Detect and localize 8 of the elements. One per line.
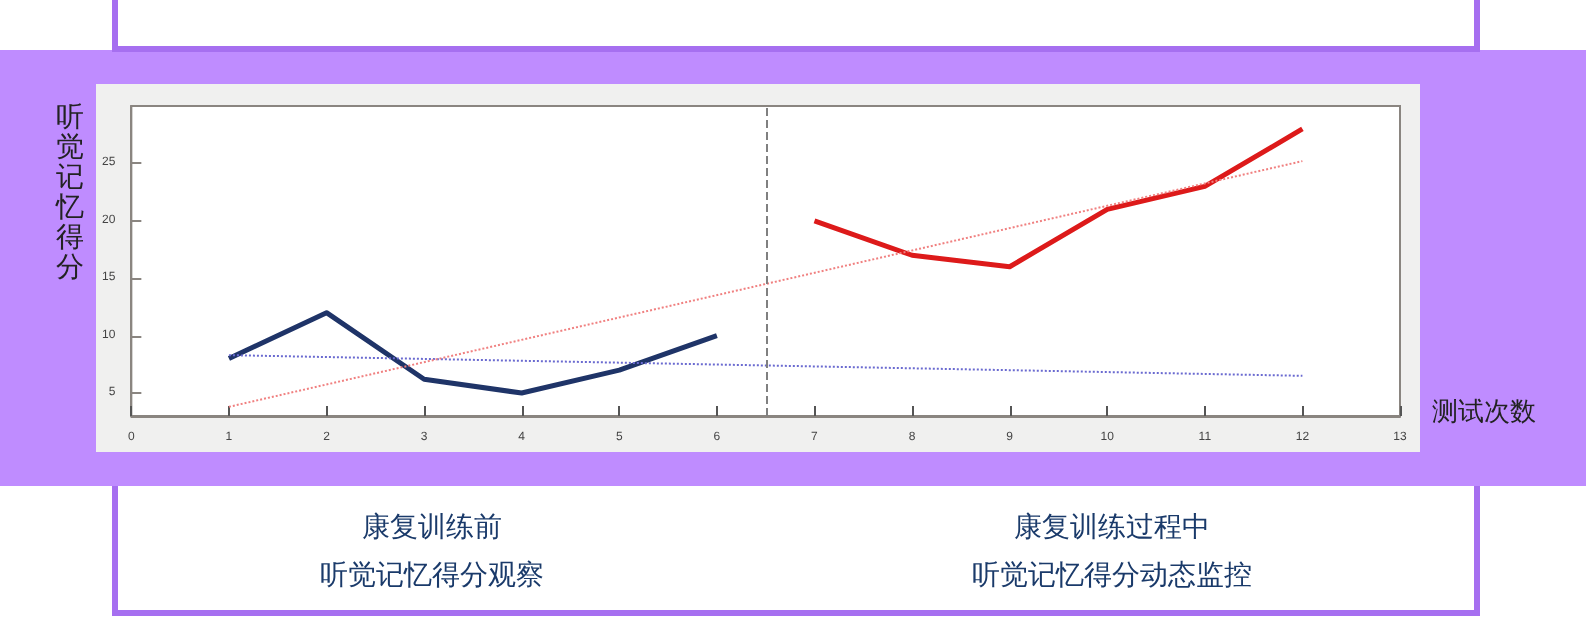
x-axis-title: 测试次数 bbox=[1432, 396, 1536, 430]
text: 康复训练过程中 bbox=[1012, 510, 1212, 548]
text: 康复训练前 bbox=[360, 510, 504, 548]
line-series bbox=[226, 310, 720, 396]
line-series bbox=[811, 126, 1305, 270]
text: 听觉记忆得分观察 bbox=[318, 558, 546, 596]
y-axis-title: 听觉记忆得分 bbox=[54, 102, 86, 284]
text: 听觉记忆得分动态监控 bbox=[970, 558, 1254, 596]
